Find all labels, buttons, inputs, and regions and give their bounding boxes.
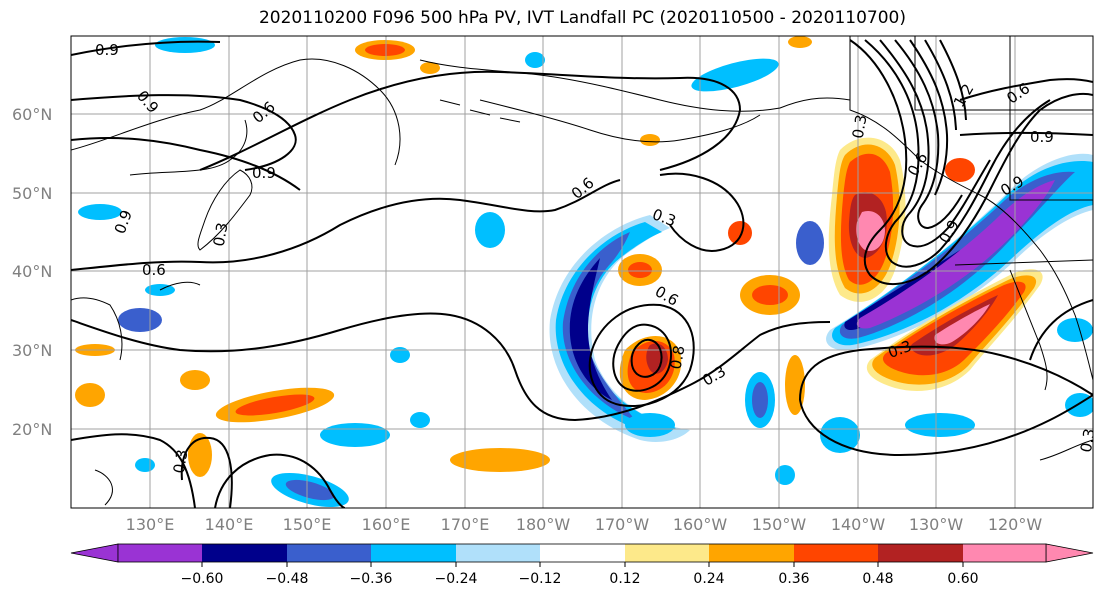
lon-label: 130°E (126, 515, 175, 534)
anomaly-blob (691, 58, 779, 92)
anomaly-blob (775, 465, 795, 485)
positive-anomaly-center (646, 343, 668, 374)
pv-contours (71, 39, 1093, 508)
contour-label: 0.6 (142, 261, 166, 279)
contour-label: 0.9 (1030, 128, 1054, 146)
anomaly-blob (420, 62, 440, 74)
lon-label: 140°W (831, 515, 886, 534)
colorbar-tick-label: −0.60 (181, 571, 224, 587)
colorbar-segment (709, 544, 794, 562)
ivt-shading (75, 36, 1093, 508)
map-title: 2020110200 F096 500 hPa PV, IVT Landfall… (258, 8, 906, 28)
anomaly-blob (752, 382, 768, 418)
colorbar-tick-label: 0.24 (693, 571, 724, 587)
lon-label: 160°W (673, 515, 728, 534)
lat-label-30n: 30°N (12, 341, 52, 360)
map-frame (70, 35, 1094, 509)
colorbar-left-extension (70, 543, 119, 563)
anomaly-blob (135, 458, 155, 472)
lat-label-50n: 50°N (12, 184, 52, 203)
anomaly-blob (1057, 318, 1093, 342)
anomaly-blob (320, 423, 390, 447)
lat-label-40n: 40°N (12, 262, 52, 281)
positive-anomaly-southeast (934, 304, 990, 345)
negative-anomaly-crescent (569, 258, 612, 400)
colorbar-segment (118, 544, 202, 562)
anomaly-blob (365, 44, 405, 56)
anomaly-blob (640, 134, 660, 146)
map-content: 0.9 0.9 0.6 0.9 0.9 0.3 0.6 0.6 0.3 0.6 … (71, 36, 1099, 508)
anomaly-blob (945, 158, 975, 182)
contour-label: 0.9 (252, 164, 276, 182)
anomaly-blob (390, 347, 410, 363)
lat-label-60n: 60°N (12, 105, 52, 124)
contour-label: 0.9 (95, 41, 119, 59)
lon-label: 140°E (205, 515, 254, 534)
colorbar-right-extension (1045, 543, 1094, 563)
lon-label: 150°E (283, 515, 332, 534)
anomaly-blob (628, 262, 652, 278)
lon-label: 160°E (362, 515, 411, 534)
latitude-labels: 60°N 50°N 40°N 30°N 20°N (12, 105, 52, 439)
contour-label: 0.3 (170, 448, 192, 475)
anomaly-blob (820, 417, 860, 453)
colorbar-tick-label: −0.12 (519, 571, 562, 587)
colorbar-segment (540, 544, 625, 562)
longitude-labels: 130°E 140°E 150°E 160°E 170°E 180°W 170°… (126, 515, 1043, 534)
colorbar-tick-label: 0.60 (947, 571, 978, 587)
colorbar-tick-label: −0.36 (350, 571, 393, 587)
colorbar-tick-label: 0.36 (778, 571, 809, 587)
negative-anomaly-band (856, 180, 1055, 329)
anomaly-blob (728, 221, 752, 245)
contour-label: 0.3 (210, 221, 232, 248)
colorbar: −0.60 −0.48 −0.36 −0.24 −0.12 0.12 0.24 0.36 0.4… (70, 543, 1094, 587)
anomaly-blob (788, 36, 812, 48)
anomaly-blob (752, 285, 788, 305)
colorbar-segment (625, 544, 709, 562)
colorbar-segment (878, 544, 963, 562)
anomaly-blob (525, 52, 545, 68)
anomaly-blob (235, 394, 315, 416)
positive-anomaly-northeast (856, 210, 885, 252)
colorbar-segment (371, 544, 456, 562)
colorbar-segment (456, 544, 540, 562)
anomaly-blob (475, 212, 505, 248)
colorbar-tick-label: 0.12 (609, 571, 640, 587)
anomaly-blob (796, 221, 824, 265)
colorbar-segment (963, 544, 1046, 562)
lon-label: 180°W (516, 515, 571, 534)
anomaly-blob (905, 413, 975, 437)
anomaly-blob (188, 433, 212, 477)
anomaly-blob (410, 412, 430, 428)
negative-anomaly-crescent (562, 232, 635, 420)
colorbar-tick-label: −0.24 (435, 571, 478, 587)
contour-label: 0.3 (1077, 427, 1099, 454)
anomaly-blob (450, 448, 550, 472)
lat-label-20n: 20°N (12, 420, 52, 439)
anomaly-blob (155, 37, 215, 53)
anomaly-blob (180, 370, 210, 390)
colorbar-tick-label: −0.48 (266, 571, 309, 587)
lon-label: 170°E (441, 515, 490, 534)
anomaly-blob (78, 204, 122, 220)
colorbar-segment (794, 544, 878, 562)
contour-label: 0.8 (667, 344, 689, 371)
colorbar-frame (117, 543, 1047, 563)
colorbar-segment (202, 544, 287, 562)
anomaly-blob (285, 479, 335, 501)
colorbar-segment (287, 544, 371, 562)
contour-label: 0.3 (849, 113, 871, 140)
lon-label: 130°W (909, 515, 964, 534)
anomaly-blob (625, 413, 675, 437)
lon-label: 120°W (988, 515, 1043, 534)
colorbar-tick-label: 0.48 (862, 571, 893, 587)
lon-label: 170°W (595, 515, 650, 534)
anomaly-blob (75, 383, 105, 407)
anomaly-blob (118, 308, 162, 332)
lon-label: 150°W (752, 515, 807, 534)
